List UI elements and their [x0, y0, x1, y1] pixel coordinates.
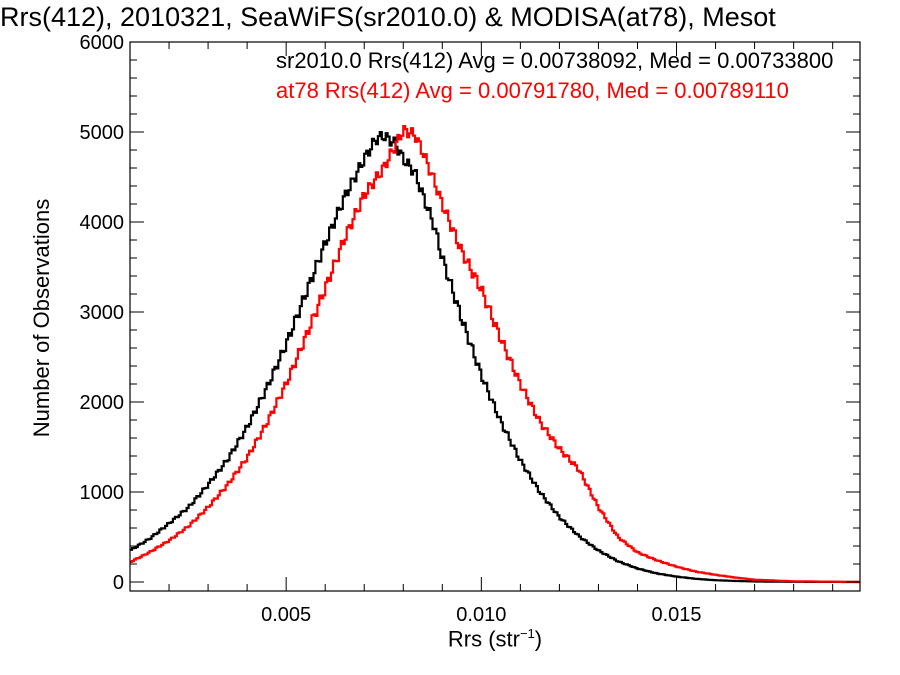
x-axis-label: Rrs (str−1) — [448, 626, 542, 652]
axes-layer: 0.005 0.010 0.015 0 1000 2000 3000 4000 5000 6000 — [80, 32, 861, 626]
legend-entry-at78: at78 Rrs(412) Avg = 0.00791780, Med = 0.… — [276, 78, 789, 103]
y-axis-label: Number of Observations — [29, 198, 54, 438]
y-tick-label: 2000 — [80, 392, 125, 414]
legend-entry-sr2010: sr2010.0 Rrs(412) Avg = 0.00738092, Med … — [276, 48, 834, 73]
y-tick-label: 1000 — [80, 482, 125, 504]
x-axis-label-exponent: −1 — [519, 626, 535, 641]
x-tick-label: 0.010 — [456, 604, 506, 626]
y-tick-label: 6000 — [80, 32, 125, 54]
series-layer — [130, 125, 860, 584]
x-tick-label: 0.015 — [651, 604, 701, 626]
chart-title: Rrs(412), 2010321, SeaWiFS(sr2010.0) & M… — [0, 2, 776, 32]
series-line-sr2010-0 — [130, 131, 860, 584]
x-axis-label-close: ) — [534, 626, 543, 652]
y-tick-label: 4000 — [80, 212, 125, 234]
y-tick-label: 5000 — [80, 122, 125, 144]
x-tick-label: 0.005 — [261, 604, 311, 626]
x-axis-label-text: Rrs (str — [447, 626, 520, 652]
y-tick-label: 3000 — [80, 302, 125, 324]
plot-frame — [129, 41, 861, 592]
y-tick-label: 0 — [113, 572, 124, 594]
series-line-at78 — [130, 125, 860, 584]
